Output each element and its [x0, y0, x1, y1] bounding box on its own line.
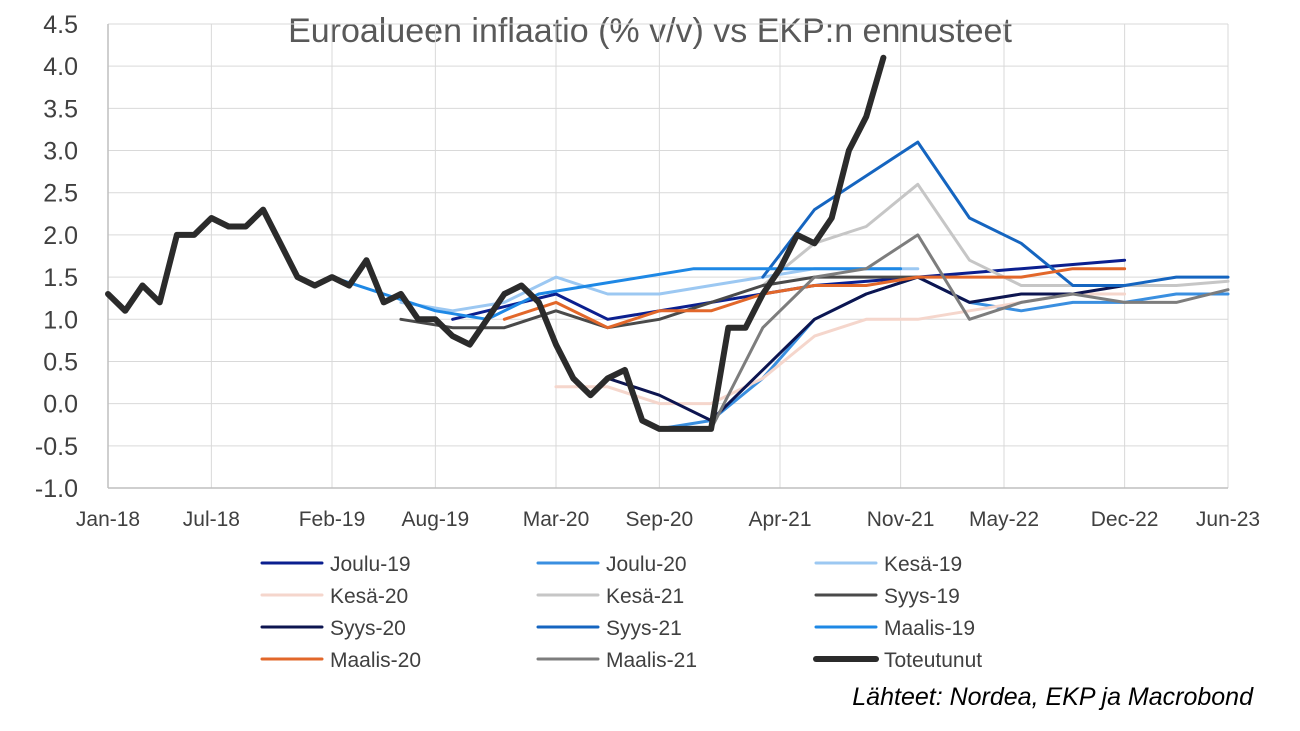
- legend-label: Kesä-19: [884, 553, 962, 576]
- legend-label: Maalis-19: [884, 617, 975, 640]
- x-tick-label: Aug-19: [402, 508, 470, 531]
- x-tick-label: Jul-18: [183, 508, 240, 531]
- series-line-syys-20: [606, 275, 1127, 422]
- chart-legend: Joulu-19 Joulu-20 Kesä-19 Kesä-20 Kesä-21 Syy…: [260, 553, 982, 672]
- x-tick-label: Sep-20: [626, 508, 694, 531]
- y-tick-label: -1.0: [35, 475, 78, 503]
- y-tick-label: 1.5: [43, 264, 78, 292]
- series-line-maalis-19: [330, 267, 903, 321]
- y-tick-label: 1.0: [43, 306, 78, 334]
- y-tick-label: 0.0: [43, 391, 78, 419]
- series-line-syys-19: [399, 275, 920, 330]
- x-tick-label: Nov-21: [867, 508, 935, 531]
- x-tick-label: Mar-20: [523, 508, 590, 531]
- legend-label: Maalis-21: [606, 649, 697, 672]
- y-tick-label: 3.5: [43, 95, 78, 123]
- legend-label: Kesä-20: [330, 585, 408, 608]
- x-tick-label: Apr-21: [748, 508, 811, 531]
- y-tick-label: 4.5: [43, 11, 78, 39]
- series-line-kesä-21: [761, 182, 1230, 287]
- chart-title: Euroalueen inflaatio (% v/v) vs EKP:n en…: [288, 12, 1012, 50]
- legend-label: Joulu-19: [330, 553, 411, 576]
- series-line-kesä-20: [554, 292, 1127, 406]
- legend-label: Joulu-20: [606, 553, 687, 576]
- y-tick-label: 2.5: [43, 180, 78, 208]
- y-tick-label: 3.0: [43, 138, 78, 166]
- chart-series: [105, 54, 1230, 432]
- series-line-maalis-20: [502, 267, 1127, 330]
- legend-label: Maalis-20: [330, 649, 421, 672]
- legend-label: Syys-19: [884, 585, 960, 608]
- y-tick-label: -0.5: [35, 433, 78, 461]
- chart-axes: -1.0 -0.5 0.0 0.5 1.0 1.5 2.0 2.5 3.0 3.5 4.0 4.5 Ja…: [35, 11, 1260, 531]
- x-tick-label: Jun-23: [1196, 508, 1260, 531]
- x-tick-label: Jan-18: [76, 508, 140, 531]
- chart-grid: [107, 23, 1229, 489]
- legend-label: Syys-21: [606, 617, 682, 640]
- y-tick-label: 0.5: [43, 348, 78, 376]
- chart-source: Lähteet: Nordea, EKP ja Macrobond: [852, 683, 1254, 711]
- x-tick-label: Feb-19: [299, 508, 366, 531]
- series-line-toteutunut: [105, 54, 887, 432]
- y-tick-label: 2.0: [43, 222, 78, 250]
- x-tick-label: May-22: [969, 508, 1039, 531]
- series-line-maalis-21: [709, 233, 1230, 431]
- legend-label: Syys-20: [330, 617, 406, 640]
- x-tick-label: Dec-22: [1091, 508, 1159, 531]
- legend-label: Kesä-21: [606, 585, 684, 608]
- legend-label: Toteutunut: [884, 649, 982, 672]
- y-tick-label: 4.0: [43, 53, 78, 81]
